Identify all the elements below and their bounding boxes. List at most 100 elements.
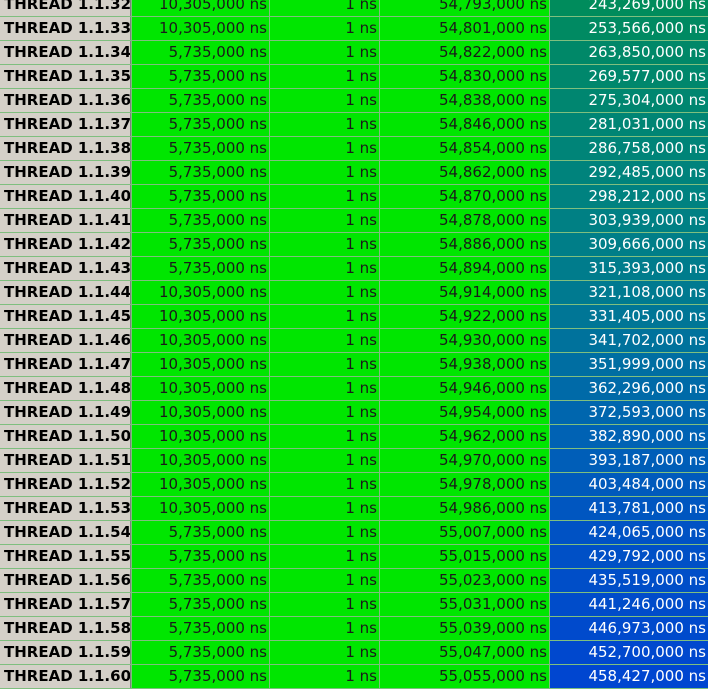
thread-name-cell: THREAD 1.1.39 [0,161,131,184]
thread-name-cell: THREAD 1.1.32 [0,0,131,16]
duration-cell: 10,305,000 ns [132,473,269,496]
duration-cell: 5,735,000 ns [132,521,269,544]
min-cell: 1 ns [270,617,379,640]
min-cell: 1 ns [270,209,379,232]
min-cell: 1 ns [270,113,379,136]
table-row[interactable]: THREAD 1.1.54 5,735,000 ns 1 ns 55,007,000 … [0,521,708,545]
table-row[interactable]: THREAD 1.1.49 10,305,000 ns 1 ns 54,954,000… [0,401,708,425]
table-row[interactable]: THREAD 1.1.50 10,305,000 ns 1 ns 54,962,000… [0,425,708,449]
duration-cell: 5,735,000 ns [132,641,269,664]
end-time-cell: 243,269,000 ns [550,0,708,16]
table-row[interactable]: THREAD 1.1.41 5,735,000 ns 1 ns 54,878,000 … [0,209,708,233]
end-time-cell: 263,850,000 ns [550,41,708,64]
table-row[interactable]: THREAD 1.1.42 5,735,000 ns 1 ns 54,886,000 … [0,233,708,257]
end-time-cell: 253,566,000 ns [550,17,708,40]
end-time-cell: 429,792,000 ns [550,545,708,568]
table-row[interactable]: THREAD 1.1.48 10,305,000 ns 1 ns 54,946,000… [0,377,708,401]
end-time-cell: 393,187,000 ns [550,449,708,472]
start-time-cell: 55,047,000 ns [380,641,549,664]
table-row[interactable]: THREAD 1.1.35 5,735,000 ns 1 ns 54,830,000 … [0,65,708,89]
thread-name-cell: THREAD 1.1.34 [0,41,131,64]
thread-name-cell: THREAD 1.1.41 [0,209,131,232]
table-row[interactable]: THREAD 1.1.51 10,305,000 ns 1 ns 54,970,000… [0,449,708,473]
thread-name-cell: THREAD 1.1.33 [0,17,131,40]
table-row[interactable]: THREAD 1.1.40 5,735,000 ns 1 ns 54,870,000 … [0,185,708,209]
table-row[interactable]: THREAD 1.1.46 10,305,000 ns 1 ns 54,930,000… [0,329,708,353]
duration-cell: 10,305,000 ns [132,17,269,40]
min-cell: 1 ns [270,329,379,352]
table-row[interactable]: THREAD 1.1.45 10,305,000 ns 1 ns 54,922,000… [0,305,708,329]
min-cell: 1 ns [270,641,379,664]
start-time-cell: 54,886,000 ns [380,233,549,256]
start-time-cell: 54,954,000 ns [380,401,549,424]
start-time-cell: 54,830,000 ns [380,65,549,88]
min-cell: 1 ns [270,137,379,160]
table-row[interactable]: THREAD 1.1.52 10,305,000 ns 1 ns 54,978,000… [0,473,708,497]
start-time-cell: 54,846,000 ns [380,113,549,136]
thread-name-cell: THREAD 1.1.42 [0,233,131,256]
start-time-cell: 55,007,000 ns [380,521,549,544]
table-row[interactable]: THREAD 1.1.33 10,305,000 ns 1 ns 54,801,000… [0,17,708,41]
thread-name-cell: THREAD 1.1.56 [0,569,131,592]
start-time-cell: 54,894,000 ns [380,257,549,280]
table-row[interactable]: THREAD 1.1.60 5,735,000 ns 1 ns 55,055,000 … [0,665,708,689]
thread-name-cell: THREAD 1.1.51 [0,449,131,472]
thread-name-cell: THREAD 1.1.44 [0,281,131,304]
table-row[interactable]: THREAD 1.1.43 5,735,000 ns 1 ns 54,894,000 … [0,257,708,281]
start-time-cell: 54,986,000 ns [380,497,549,520]
table-row[interactable]: THREAD 1.1.32 10,305,000 ns 1 ns 54,793,000… [0,0,708,17]
start-time-cell: 54,801,000 ns [380,17,549,40]
end-time-cell: 341,702,000 ns [550,329,708,352]
thread-name-cell: THREAD 1.1.37 [0,113,131,136]
start-time-cell: 54,922,000 ns [380,305,549,328]
start-time-cell: 54,938,000 ns [380,353,549,376]
table-row[interactable]: THREAD 1.1.38 5,735,000 ns 1 ns 54,854,000 … [0,137,708,161]
end-time-cell: 452,700,000 ns [550,641,708,664]
table-row[interactable]: THREAD 1.1.36 5,735,000 ns 1 ns 54,838,000 … [0,89,708,113]
duration-cell: 10,305,000 ns [132,281,269,304]
end-time-cell: 321,108,000 ns [550,281,708,304]
table-row[interactable]: THREAD 1.1.34 5,735,000 ns 1 ns 54,822,000 … [0,41,708,65]
thread-name-cell: THREAD 1.1.57 [0,593,131,616]
min-cell: 1 ns [270,305,379,328]
min-cell: 1 ns [270,425,379,448]
min-cell: 1 ns [270,233,379,256]
thread-name-cell: THREAD 1.1.55 [0,545,131,568]
table-row[interactable]: THREAD 1.1.53 10,305,000 ns 1 ns 54,986,000… [0,497,708,521]
table-row[interactable]: THREAD 1.1.37 5,735,000 ns 1 ns 54,846,000 … [0,113,708,137]
table-row[interactable]: THREAD 1.1.58 5,735,000 ns 1 ns 55,039,000 … [0,617,708,641]
start-time-cell: 54,838,000 ns [380,89,549,112]
duration-cell: 5,735,000 ns [132,65,269,88]
thread-name-cell: THREAD 1.1.40 [0,185,131,208]
table-row[interactable]: THREAD 1.1.44 10,305,000 ns 1 ns 54,914,000… [0,281,708,305]
thread-name-cell: THREAD 1.1.54 [0,521,131,544]
start-time-cell: 55,039,000 ns [380,617,549,640]
table-row[interactable]: THREAD 1.1.39 5,735,000 ns 1 ns 54,862,000 … [0,161,708,185]
min-cell: 1 ns [270,17,379,40]
thread-name-cell: THREAD 1.1.50 [0,425,131,448]
thread-name-cell: THREAD 1.1.60 [0,665,131,688]
thread-name-cell: THREAD 1.1.47 [0,353,131,376]
end-time-cell: 315,393,000 ns [550,257,708,280]
table-row[interactable]: THREAD 1.1.57 5,735,000 ns 1 ns 55,031,000 … [0,593,708,617]
duration-cell: 5,735,000 ns [132,41,269,64]
end-time-cell: 372,593,000 ns [550,401,708,424]
duration-cell: 10,305,000 ns [132,401,269,424]
table-row[interactable]: THREAD 1.1.47 10,305,000 ns 1 ns 54,938,000… [0,353,708,377]
table-row[interactable]: THREAD 1.1.55 5,735,000 ns 1 ns 55,015,000 … [0,545,708,569]
duration-cell: 5,735,000 ns [132,233,269,256]
duration-cell: 5,735,000 ns [132,209,269,232]
thread-name-cell: THREAD 1.1.48 [0,377,131,400]
start-time-cell: 55,031,000 ns [380,593,549,616]
min-cell: 1 ns [270,185,379,208]
start-time-cell: 54,970,000 ns [380,449,549,472]
duration-cell: 5,735,000 ns [132,89,269,112]
thread-name-cell: THREAD 1.1.59 [0,641,131,664]
end-time-cell: 351,999,000 ns [550,353,708,376]
start-time-cell: 54,962,000 ns [380,425,549,448]
thread-name-cell: THREAD 1.1.35 [0,65,131,88]
min-cell: 1 ns [270,545,379,568]
table-row[interactable]: THREAD 1.1.59 5,735,000 ns 1 ns 55,047,000 … [0,641,708,665]
min-cell: 1 ns [270,593,379,616]
table-row[interactable]: THREAD 1.1.56 5,735,000 ns 1 ns 55,023,000 … [0,569,708,593]
